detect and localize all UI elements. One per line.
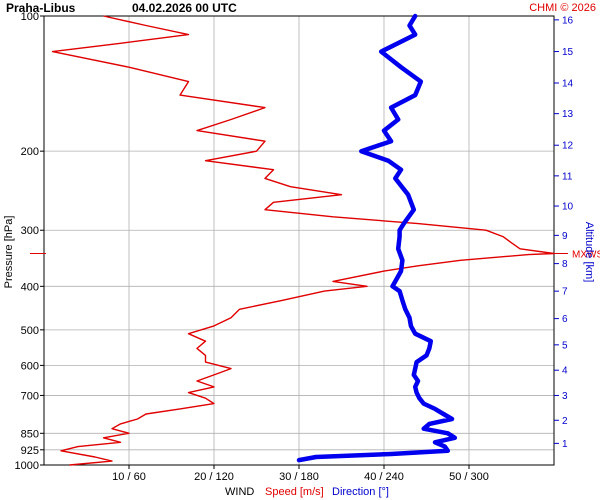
altitude-tick-label: 15 (562, 47, 574, 58)
y-tick-label: 400 (21, 281, 39, 293)
series-line-speed (51, 15, 555, 466)
y-tick-label: 925 (21, 445, 39, 457)
y-axis-label: Pressure [hPa] (3, 216, 15, 289)
x-tick-label: 10 / 60 (112, 471, 146, 483)
altitude-tick-label: 6 (562, 314, 568, 325)
chart-datetime: 04.02.2026 00 UTC (132, 1, 237, 15)
y-tick-label: 600 (21, 360, 39, 372)
grid (44, 15, 554, 466)
x-tick-label: 30 / 180 (279, 471, 319, 483)
y2-axis-label: Altitude [km] (583, 222, 595, 283)
altitude-tick-label: 10 (562, 202, 574, 213)
altitude-tick-label: 7 (562, 287, 568, 298)
altitude-tick-label: 5 (562, 340, 568, 351)
x-axis-label-direction: Direction [°] (332, 486, 389, 498)
altitude-tick-label: 14 (562, 78, 574, 89)
copyright: CHMI © 2026 (529, 2, 596, 14)
altitude-tick-label: 2 (562, 416, 568, 427)
x-tick-label: 40 / 240 (364, 471, 404, 483)
altitude-tick-label: 12 (562, 141, 574, 152)
altitude-tick-label: 13 (562, 109, 574, 120)
series-line-direction (296, 13, 458, 463)
x-tick-label: 20 / 120 (194, 471, 234, 483)
x-axis-label-wind: WIND (225, 486, 254, 498)
x-tick-label: 50 / 300 (449, 471, 489, 483)
chart-title: Praha-Libus (6, 1, 76, 15)
altitude-tick-label: 1 (562, 439, 568, 450)
y-tick-label: 850 (21, 428, 39, 440)
altitude-tick-label: 11 (562, 171, 573, 182)
y-tick-label: 700 (21, 390, 39, 402)
altitude-tick-label: 3 (562, 391, 568, 402)
altitude-tick-label: 9 (562, 231, 568, 242)
x-axis-label-speed: Speed [m/s] (265, 486, 324, 498)
y-tick-label: 300 (21, 225, 39, 237)
altitude-tick-label: 8 (562, 259, 568, 270)
altitude-tick-label: 4 (562, 366, 568, 377)
y-tick-label: 200 (21, 146, 39, 158)
altitude-tick-label: 16 (562, 15, 574, 26)
mxws-label: MXWS (572, 249, 600, 260)
y-tick-label: 500 (21, 325, 39, 337)
y-tick-label: 1000 (15, 460, 39, 472)
y-tick-label: 100 (21, 11, 39, 23)
series-layer (51, 13, 555, 466)
